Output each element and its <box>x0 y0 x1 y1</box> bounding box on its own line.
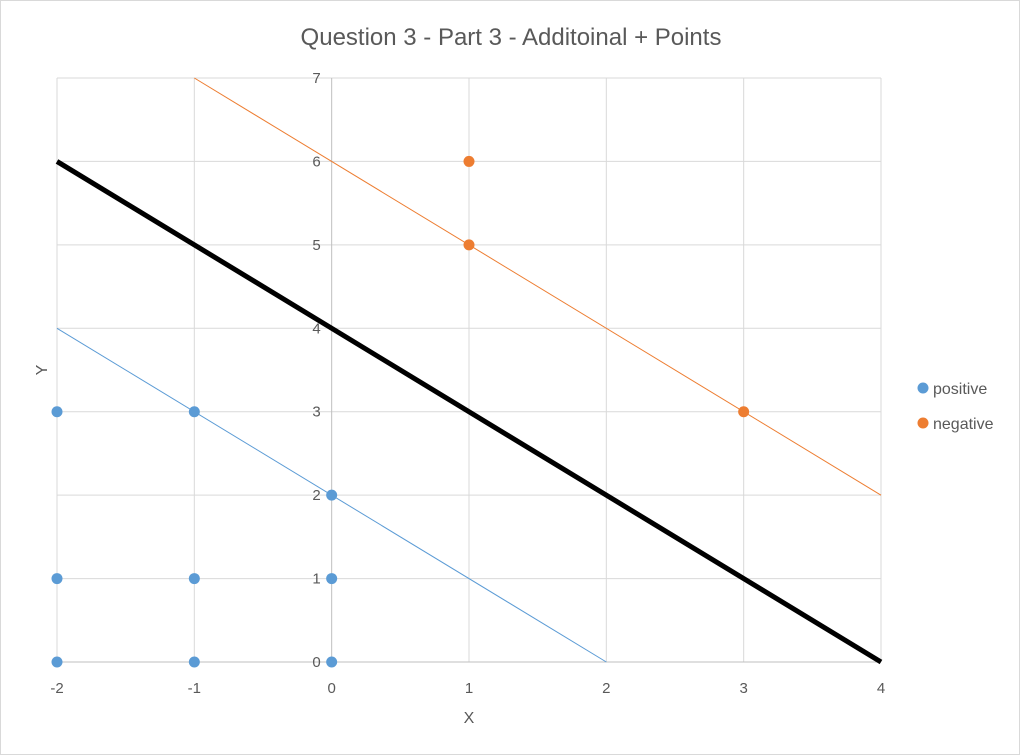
y-tick-label: 1 <box>312 571 320 588</box>
positive-point <box>326 489 338 501</box>
x-tick-label: 4 <box>877 680 885 697</box>
positive-point <box>326 573 338 585</box>
legend-label-positive: positive <box>933 381 987 398</box>
negative-point <box>738 406 750 418</box>
legend-label-negative: negative <box>933 416 994 433</box>
data-points <box>51 155 750 668</box>
positive-point <box>51 656 63 668</box>
tick-labels: -2 -1 0 1 2 3 4 0 1 2 3 4 5 6 7 <box>50 70 885 697</box>
y-tick-label: 7 <box>312 70 320 87</box>
y-axis-title: Y <box>34 364 51 375</box>
x-tick-label: -1 <box>188 680 201 697</box>
negative-point <box>463 155 475 167</box>
x-tick-label: 1 <box>465 680 473 697</box>
y-tick-label: 2 <box>312 487 320 504</box>
x-tick-label: 0 <box>327 680 335 697</box>
legend: positive negative <box>917 381 994 433</box>
y-tick-label: 3 <box>312 404 320 421</box>
positive-point <box>326 656 338 668</box>
separator-line <box>55 159 883 665</box>
legend-marker-positive <box>917 382 929 394</box>
y-tick-label: 6 <box>312 153 320 170</box>
positive-point <box>188 406 200 418</box>
chart-title: Question 3 - Part 3 - Additoinal + Point… <box>301 24 722 51</box>
x-tick-label: 2 <box>602 680 610 697</box>
legend-marker-negative <box>917 417 929 429</box>
y-tick-label: 4 <box>312 320 320 337</box>
positive-point <box>188 656 200 668</box>
y-tick-label: 0 <box>312 654 320 671</box>
x-tick-label: 3 <box>739 680 747 697</box>
positive-point <box>51 573 63 585</box>
x-tick-label: -2 <box>50 680 63 697</box>
x-axis-title: X <box>464 710 475 727</box>
positive-point <box>51 406 63 418</box>
y-tick-label: 5 <box>312 237 320 254</box>
negative-point <box>463 239 475 251</box>
margin-line <box>194 77 882 496</box>
positive-point <box>188 573 200 585</box>
